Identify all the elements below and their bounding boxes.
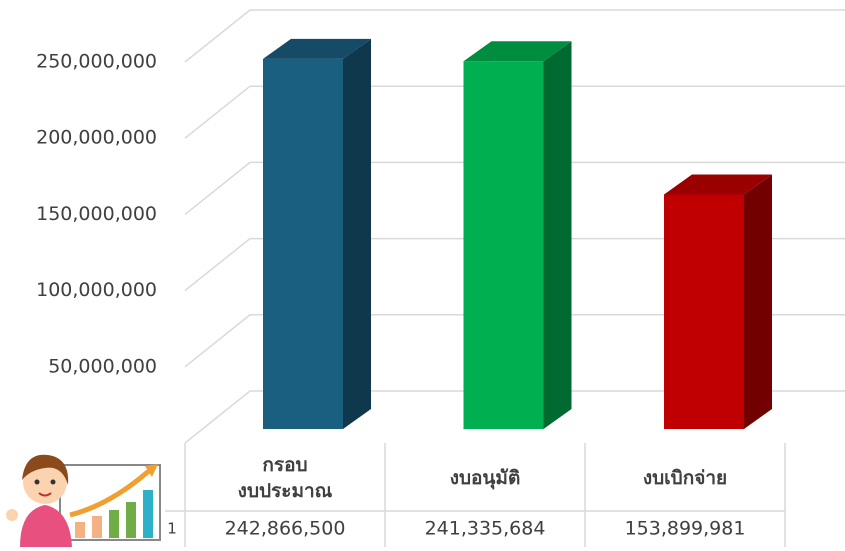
bars	[263, 39, 772, 429]
table-header: งบเบิกจ่าย	[585, 443, 785, 513]
y-tick-label: 100,000,000	[36, 279, 157, 301]
category-label: งบอนุมัติ	[385, 443, 585, 513]
table-value: 153,899,981	[625, 518, 746, 540]
category-label: งบเบิกจ่าย	[585, 443, 785, 513]
bar-front	[263, 59, 343, 429]
y-tick-label: 50,000,000	[48, 355, 157, 377]
bar	[263, 39, 371, 429]
table-value: 242,866,500	[225, 518, 346, 540]
bar-side	[744, 174, 772, 429]
category-label: กรอบ งบประมาณ	[185, 443, 385, 513]
bar-front	[664, 194, 744, 429]
y-tick-label: 150,000,000	[36, 203, 157, 225]
bar-front	[464, 61, 544, 429]
chart: 1 50,000,000 100,000,000 150,000,000 200,00…	[0, 0, 845, 547]
bar-side	[544, 41, 572, 429]
y-tick-label: 200,000,000	[36, 127, 157, 149]
series-name: 1	[167, 520, 177, 538]
bar	[464, 41, 572, 429]
table-header: กรอบ งบประมาณ	[185, 443, 385, 513]
y-tick-label: 250,000,000	[36, 51, 157, 73]
table-header: งบอนุมัติ	[385, 443, 585, 513]
table-value: 241,335,684	[425, 518, 546, 540]
mascot	[6, 455, 160, 547]
bar	[664, 174, 772, 429]
bar-side	[343, 39, 371, 429]
